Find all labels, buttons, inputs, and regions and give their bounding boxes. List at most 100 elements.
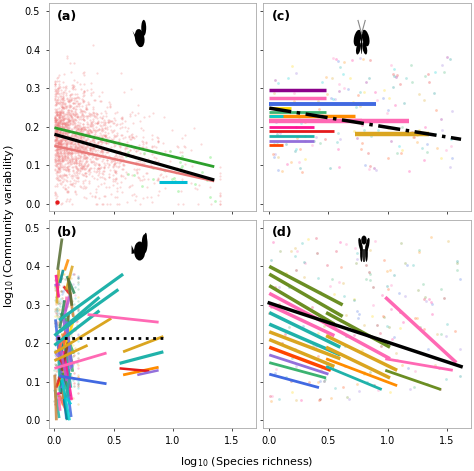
Ellipse shape	[362, 42, 367, 55]
Point	[139, 127, 146, 134]
Point	[318, 100, 326, 108]
Point	[453, 266, 461, 273]
Point	[86, 155, 94, 163]
Point	[421, 72, 429, 80]
Point	[71, 115, 79, 123]
Point	[74, 293, 82, 300]
Point	[59, 124, 67, 131]
Point	[369, 283, 377, 291]
Point	[64, 128, 72, 136]
Point	[64, 128, 72, 135]
Point	[52, 271, 60, 279]
Polygon shape	[139, 42, 140, 47]
Point	[58, 323, 66, 331]
Point	[51, 141, 59, 149]
Point	[60, 104, 67, 112]
Point	[87, 138, 94, 146]
Point	[70, 182, 78, 190]
Point	[448, 107, 456, 115]
Point	[88, 147, 96, 154]
Point	[52, 328, 59, 336]
Point	[54, 291, 61, 298]
Point	[70, 59, 77, 67]
Point	[57, 138, 64, 145]
Point	[76, 153, 83, 161]
Point	[139, 172, 147, 179]
Point	[115, 147, 123, 154]
Point	[51, 114, 59, 122]
Point	[64, 187, 72, 195]
Point	[55, 108, 63, 115]
Point	[52, 319, 59, 327]
Point	[207, 200, 215, 207]
Point	[57, 149, 65, 156]
Point	[53, 128, 60, 136]
Point	[101, 193, 109, 200]
Point	[72, 128, 80, 135]
Point	[51, 123, 59, 130]
Point	[56, 162, 64, 169]
Point	[396, 80, 404, 88]
Point	[331, 324, 339, 331]
Point	[73, 112, 81, 120]
Point	[53, 116, 60, 124]
Point	[55, 111, 63, 119]
Point	[56, 149, 64, 157]
Point	[95, 195, 102, 202]
Point	[128, 109, 136, 116]
Point	[52, 182, 59, 190]
Point	[371, 381, 378, 389]
Point	[62, 165, 69, 173]
Point	[56, 124, 64, 131]
Point	[93, 175, 101, 183]
Point	[82, 105, 90, 112]
Point	[55, 105, 63, 112]
Point	[309, 344, 317, 352]
Point	[52, 174, 59, 182]
Point	[56, 159, 64, 167]
Point	[148, 150, 156, 158]
Point	[67, 146, 74, 154]
Point	[84, 130, 92, 138]
Point	[53, 160, 61, 168]
Point	[73, 123, 80, 131]
Point	[80, 153, 87, 161]
Point	[117, 183, 124, 191]
Point	[84, 143, 92, 151]
Point	[89, 142, 97, 149]
Point	[64, 138, 72, 146]
Point	[92, 109, 100, 117]
Point	[72, 135, 79, 143]
Point	[103, 126, 111, 133]
Point	[174, 187, 182, 195]
Ellipse shape	[134, 242, 146, 260]
Point	[88, 144, 95, 152]
Point	[90, 109, 98, 117]
Point	[410, 261, 417, 268]
Point	[446, 55, 454, 63]
Point	[108, 157, 116, 165]
Point	[86, 113, 93, 120]
Point	[59, 94, 67, 102]
Point	[67, 112, 75, 120]
Point	[67, 345, 74, 353]
Point	[70, 82, 78, 89]
Point	[55, 153, 63, 160]
Point	[86, 123, 93, 130]
Point	[88, 122, 96, 130]
Point	[83, 150, 91, 157]
Point	[53, 121, 61, 129]
Point	[71, 143, 78, 151]
Point	[55, 359, 63, 367]
Point	[425, 78, 433, 86]
Point	[100, 168, 108, 175]
Point	[79, 102, 86, 110]
Point	[98, 134, 105, 141]
Point	[56, 100, 64, 108]
Point	[54, 105, 61, 113]
Point	[89, 157, 96, 165]
Point	[68, 138, 76, 145]
Point	[342, 240, 349, 247]
Point	[67, 154, 75, 162]
Point	[55, 153, 63, 161]
